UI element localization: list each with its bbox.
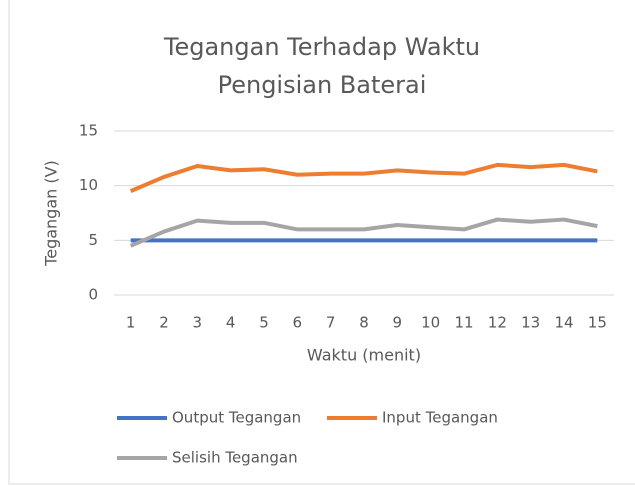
x-tick-label: 14: [554, 314, 573, 332]
y-tick-label: 10: [79, 176, 98, 194]
x-tick-label: 11: [454, 314, 473, 332]
x-tick-label: 10: [421, 314, 440, 332]
x-tick-label: 1: [126, 314, 136, 332]
x-tick-label: 13: [521, 314, 540, 332]
x-tick-label: 6: [293, 314, 303, 332]
x-tick-label: 8: [359, 314, 369, 332]
x-tick-label: 15: [588, 314, 607, 332]
x-tick-label: 5: [259, 314, 269, 332]
x-axis-title: Waktu (menit): [307, 346, 421, 365]
series-line: [129, 162, 598, 193]
x-tick-label: 3: [193, 314, 203, 332]
series-line: [129, 217, 598, 248]
legend-label: Output Tegangan: [172, 409, 301, 427]
x-tick-label: 9: [393, 314, 403, 332]
x-tick-label: 2: [159, 314, 169, 332]
x-tick-label: 4: [226, 314, 236, 332]
chart-title: Pengisian Baterai: [218, 71, 427, 99]
y-tick-label: 5: [88, 231, 98, 249]
legend-label: Selisih Tegangan: [172, 449, 298, 467]
y-tick-label: 0: [88, 286, 98, 304]
chart-title: Tegangan Terhadap Waktu: [163, 33, 480, 61]
y-axis-title: Tegangan (V): [42, 160, 61, 267]
y-tick-label: 15: [79, 122, 98, 140]
x-tick-label: 12: [488, 314, 507, 332]
legend-label: Input Tegangan: [382, 409, 498, 427]
x-tick-label: 7: [326, 314, 336, 332]
